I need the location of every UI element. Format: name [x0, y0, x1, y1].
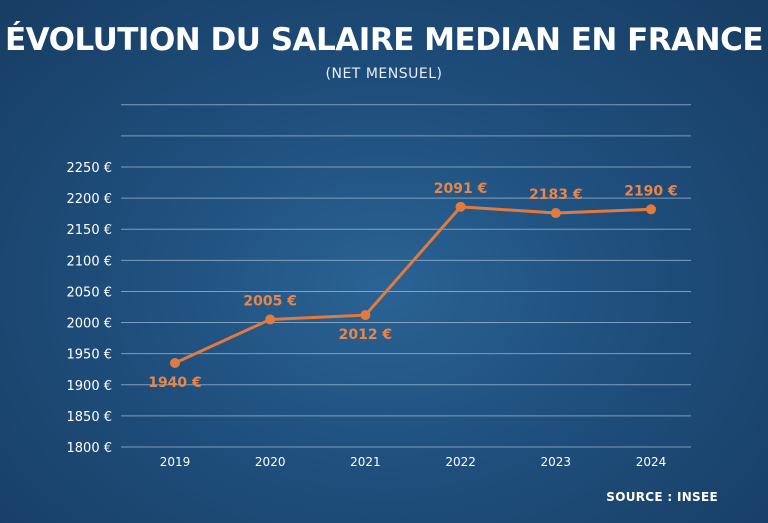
data-point — [455, 201, 466, 212]
series-line — [174, 205, 652, 365]
data-label: 2005 € — [243, 293, 297, 309]
y-axis-ticks: 1800 € 1850 € 1900 € 1950 € 2000 € 2050 € 2100… — [67, 161, 113, 456]
data-label: 2012 € — [339, 327, 393, 343]
data-label: 1940 € — [148, 375, 202, 391]
y-tick-label: 1950 € — [67, 348, 113, 363]
data-labels: 1940 € 2005 € 2012 € 2091 € 2183 € 2190 € — [148, 181, 678, 391]
series — [170, 201, 656, 368]
y-tick-label: 2100 € — [67, 254, 113, 269]
y-tick-label: 2200 € — [67, 192, 113, 207]
y-tick-label: 2000 € — [67, 317, 113, 332]
data-label: 2190 € — [624, 183, 678, 199]
x-tick-label: 2021 — [350, 455, 381, 469]
data-point — [170, 358, 180, 368]
data-point — [550, 208, 561, 219]
data-point — [265, 314, 276, 325]
source-note: SOURCE : INSEE — [606, 490, 718, 504]
x-axis-ticks: 2019 2020 2021 2022 2023 2024 — [160, 455, 667, 469]
y-tick-label: 1800 € — [67, 441, 113, 456]
chart-subtitle: (NET MENSUEL) — [325, 66, 443, 82]
x-tick-label: 2019 — [160, 455, 191, 469]
grid-lines — [121, 104, 691, 448]
data-label: 2183 € — [529, 187, 583, 203]
chart-title: ÉVOLUTION DU SALAIRE MEDIAN EN FRANCE — [4, 22, 764, 58]
data-point — [646, 204, 656, 215]
x-tick-label: 2024 — [636, 455, 667, 469]
y-tick-label: 1900 € — [67, 379, 113, 394]
y-tick-label: 2050 € — [67, 285, 113, 300]
x-tick-label: 2020 — [255, 455, 286, 469]
y-tick-label: 1850 € — [67, 410, 113, 425]
y-tick-label: 2150 € — [67, 223, 113, 238]
data-point — [360, 310, 371, 321]
x-tick-label: 2023 — [541, 455, 572, 469]
x-tick-label: 2022 — [445, 455, 476, 469]
data-label: 2091 € — [434, 181, 488, 197]
y-tick-label: 2250 € — [67, 161, 113, 176]
